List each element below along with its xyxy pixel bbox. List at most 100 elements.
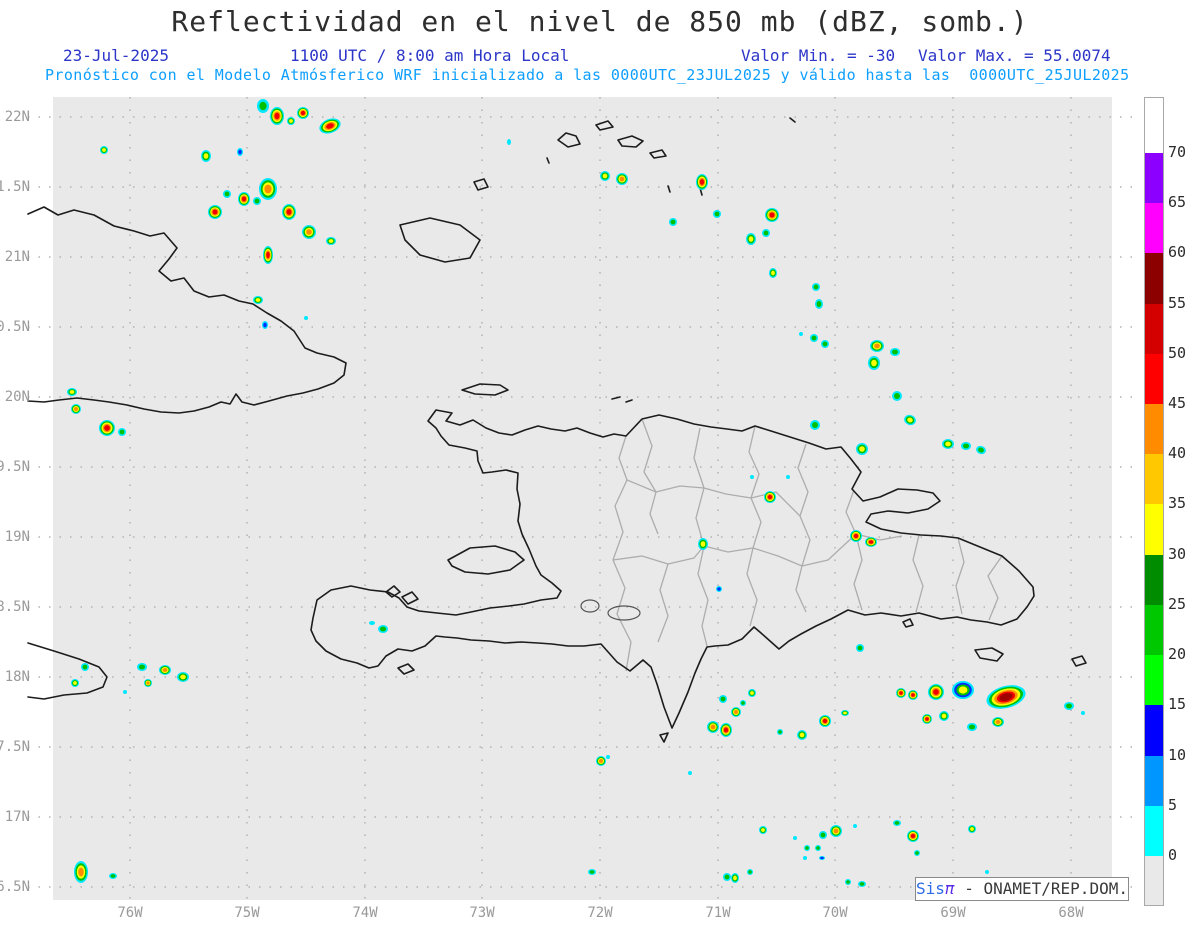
storm-cell <box>762 229 770 237</box>
storm-cell <box>696 174 708 190</box>
storm-cell <box>815 845 821 851</box>
storm-cell <box>616 173 628 185</box>
storm-cell <box>759 826 767 834</box>
colorbar-tick-label: 20 <box>1168 645 1187 664</box>
coast-hispaniola <box>310 409 1035 729</box>
lon-tick-label: 75W <box>234 905 260 921</box>
storm-cell <box>939 711 949 721</box>
lat-tick-label: 19N <box>4 529 30 545</box>
storm-cell <box>287 117 295 125</box>
watermark-box: Sis π - ONAMET/REP.DOM. <box>915 877 1129 901</box>
colorbar-segment <box>1145 203 1163 254</box>
storm-cell <box>819 715 831 727</box>
coast-great-inagua <box>399 217 481 263</box>
storm-cell <box>765 208 779 222</box>
storm-cell <box>892 391 902 401</box>
subtitle-model-line: Pronóstico con el Modelo Atmósferico WRF… <box>45 66 1130 84</box>
storm-cell <box>596 756 606 766</box>
storm-cell <box>865 537 877 547</box>
lat-tick-label: 17N <box>4 809 30 825</box>
storm-cell <box>870 340 884 352</box>
storm-cell <box>890 348 900 356</box>
storm-cell <box>302 225 316 239</box>
storm-cell <box>821 340 829 348</box>
colorbar-segment <box>1145 554 1163 605</box>
storm-cell <box>257 99 269 113</box>
storm-cell <box>669 218 677 226</box>
colorbar-segment <box>1145 755 1163 806</box>
lon-tick-label: 69W <box>940 905 966 921</box>
subtitle-valor-max: Valor Max. = 55.0074 <box>918 46 1111 65</box>
coast-little-inagua <box>473 178 489 191</box>
colorbar-segment <box>1145 404 1163 455</box>
lon-tick-label: 68W <box>1058 905 1084 921</box>
storm-cell <box>967 723 977 731</box>
storm-cell <box>716 586 722 592</box>
storm-cell <box>137 663 147 671</box>
storm-cell <box>71 679 79 687</box>
storm-cell <box>713 210 721 218</box>
storm-cell <box>922 714 932 724</box>
storm-cell <box>793 836 797 840</box>
colorbar-tick-label: 65 <box>1168 193 1187 212</box>
coast-gonave <box>447 545 525 575</box>
colorbar-tick-label: 10 <box>1168 745 1187 764</box>
subtitle-time: 1100 UTC / 8:00 am Hora Local <box>290 46 570 65</box>
storm-cell <box>845 879 851 885</box>
storm-cell <box>750 475 754 479</box>
storm-cell <box>118 428 126 436</box>
lat-tick-label: 20N <box>4 389 30 405</box>
storm-cell <box>746 233 756 245</box>
storm-cell <box>588 869 596 875</box>
storm-cell <box>719 695 727 703</box>
storm-cell <box>841 710 849 716</box>
storm-cell <box>223 190 231 198</box>
colorbar <box>1144 97 1164 906</box>
storm-cell <box>109 873 117 879</box>
storm-cell <box>707 721 719 733</box>
colorbar-tick-label: 50 <box>1168 343 1187 362</box>
storm-cell <box>253 197 261 205</box>
lat-tick-label: 6.5N <box>0 879 30 895</box>
colorbar-tick-label: 40 <box>1168 444 1187 463</box>
storm-cell <box>270 107 284 125</box>
colorbar-segment <box>1145 454 1163 505</box>
lat-tick-label: 22N <box>4 109 30 125</box>
storm-cell <box>253 296 263 304</box>
storm-cell <box>378 625 388 633</box>
lakes <box>580 599 641 621</box>
colorbar-segment <box>1145 604 1163 656</box>
lat-tick-label: 9.5N <box>0 459 30 475</box>
coast-tortuga <box>461 383 509 396</box>
colorbar-segment <box>1145 152 1163 204</box>
lon-tick-label: 74W <box>352 905 378 921</box>
model-domain-shading <box>53 97 1112 900</box>
storm-cell <box>100 146 108 154</box>
colorbar-segment <box>1145 705 1163 756</box>
colorbar-segment <box>1145 805 1163 856</box>
storm-cell <box>799 332 803 336</box>
watermark-text: - ONAMET/REP.DOM. <box>954 879 1128 898</box>
colorbar-tick-label: 55 <box>1168 293 1187 312</box>
storm-cell <box>986 685 1026 709</box>
storm-cell <box>177 672 189 682</box>
lon-tick-label: 76W <box>117 905 143 921</box>
colorbar-tick-label: 0 <box>1168 846 1178 864</box>
colorbar-tick-label: 60 <box>1168 243 1187 262</box>
storm-cell <box>731 873 739 883</box>
colorbar-tick-label: 70 <box>1168 142 1187 161</box>
storm-cell <box>319 118 341 134</box>
storm-cell <box>819 856 825 860</box>
colorbar-tick-label: 45 <box>1168 394 1187 413</box>
colorbar-segment <box>1145 253 1163 304</box>
colorbar-tick-label: 15 <box>1168 695 1187 714</box>
storm-cell <box>67 388 77 396</box>
storm-cell <box>263 246 273 264</box>
storm-cell <box>237 148 243 156</box>
storm-cell <box>819 831 827 839</box>
storm-cell <box>856 443 868 455</box>
storm-cell <box>201 150 211 162</box>
subtitle-valor-min: Valor Min. = -30 <box>741 46 896 65</box>
page-title: Reflectividad en el nivel de 850 mb (dBZ… <box>171 5 1029 38</box>
